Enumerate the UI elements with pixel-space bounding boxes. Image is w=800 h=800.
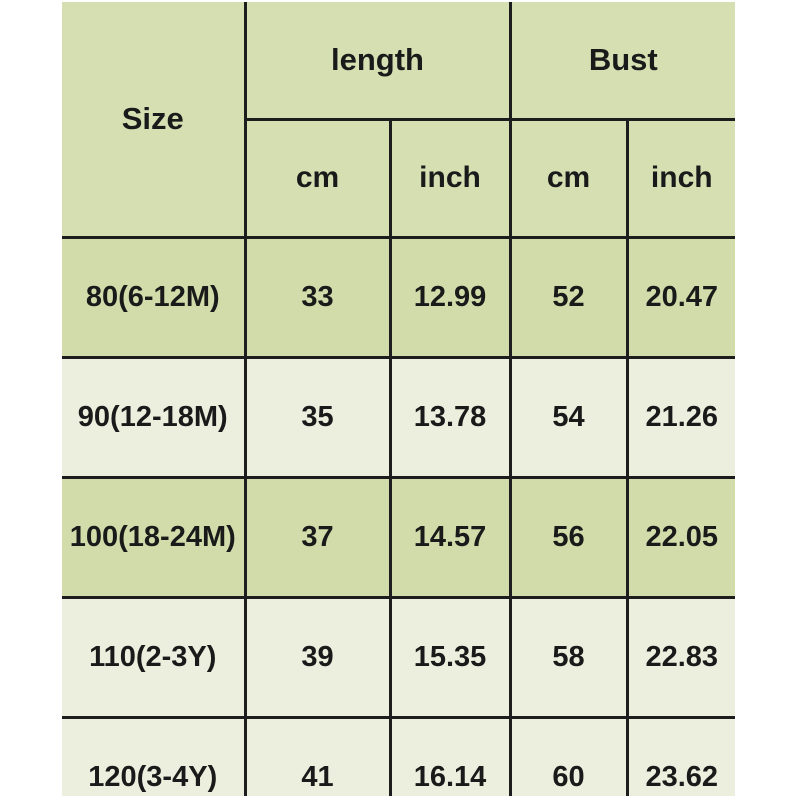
table-row: 110(2-3Y) 39 15.35 58 22.83 (62, 595, 735, 719)
length-inch-cell: 16.14 (388, 715, 512, 796)
size-cell: 80(6-12M) (62, 235, 247, 359)
length-group-header: length (243, 2, 512, 121)
bust-cm-cell: 60 (508, 715, 629, 796)
bust-cm-cell: 58 (508, 595, 629, 719)
bust-inch-cell: 22.83 (625, 595, 735, 719)
length-inch-cell: 13.78 (388, 355, 512, 479)
header-row-groups: Size length Bust (62, 2, 735, 239)
bust-cm-cell: 52 (508, 235, 629, 359)
bust-group-header: Bust (508, 2, 735, 121)
table-row: 100(18-24M) 37 14.57 56 22.05 (62, 475, 735, 599)
size-cell: 90(12-18M) (62, 355, 247, 479)
length-inch-cell: 14.57 (388, 475, 512, 599)
table-row: 80(6-12M) 33 12.99 52 20.47 (62, 235, 735, 359)
length-inch-cell: 15.35 (388, 595, 512, 719)
length-cm-cell: 33 (243, 235, 392, 359)
bust-cm-header: cm (508, 117, 629, 239)
length-cm-header: cm (243, 117, 392, 239)
bust-inch-cell: 20.47 (625, 235, 735, 359)
size-cell: 110(2-3Y) (62, 595, 247, 719)
bust-cm-cell: 56 (508, 475, 629, 599)
length-inch-cell: 12.99 (388, 235, 512, 359)
length-inch-header: inch (388, 117, 512, 239)
bust-cm-cell: 54 (508, 355, 629, 479)
length-cm-cell: 39 (243, 595, 392, 719)
length-cm-cell: 41 (243, 715, 392, 796)
size-chart-table: Size length Bust cm inch cm inch 80(6-12… (62, 2, 735, 796)
length-cm-cell: 35 (243, 355, 392, 479)
table-row: 120(3-4Y) 41 16.14 60 23.62 (62, 715, 735, 796)
bust-inch-header: inch (625, 117, 735, 239)
bust-inch-cell: 22.05 (625, 475, 735, 599)
table-row: 90(12-18M) 35 13.78 54 21.26 (62, 355, 735, 479)
bust-inch-cell: 23.62 (625, 715, 735, 796)
length-cm-cell: 37 (243, 475, 392, 599)
size-chart-table-container: Size length Bust cm inch cm inch 80(6-12… (62, 2, 735, 796)
size-cell: 100(18-24M) (62, 475, 247, 599)
header-row-units: cm inch cm inch (62, 117, 735, 239)
size-column-header: Size (62, 2, 247, 239)
size-cell: 120(3-4Y) (62, 715, 247, 796)
bust-inch-cell: 21.26 (625, 355, 735, 479)
